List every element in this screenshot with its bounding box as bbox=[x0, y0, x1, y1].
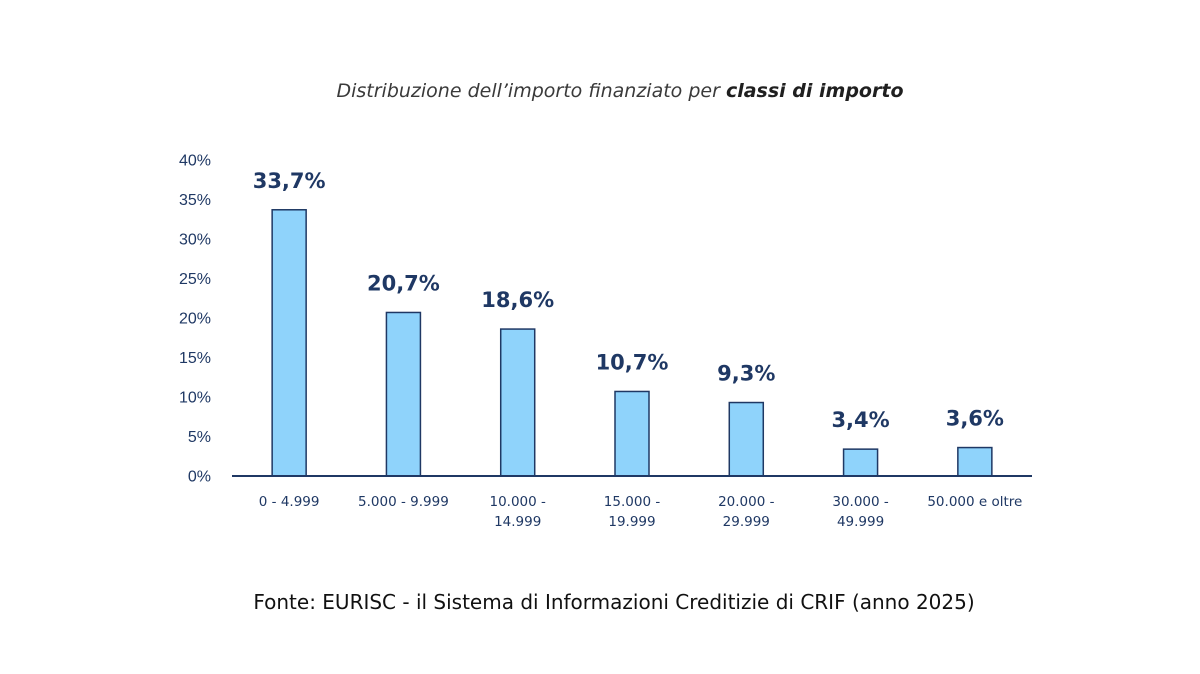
x-tick-label-line: 49.999 bbox=[837, 514, 884, 530]
bar bbox=[499, 328, 536, 477]
data-label: 20,7% bbox=[367, 271, 440, 295]
x-tick-label-line: 50.000 e oltre bbox=[927, 494, 1022, 510]
source-note: Fonte: EURISC - il Sistema di Informazio… bbox=[253, 590, 974, 614]
y-tick-label: 35% bbox=[179, 192, 211, 209]
x-tick-label: 50.000 e oltre bbox=[927, 494, 1022, 510]
data-label: 33,7% bbox=[253, 169, 326, 193]
data-label: 18,6% bbox=[481, 288, 554, 312]
bar bbox=[385, 311, 422, 477]
x-tick-label-line: 29.999 bbox=[723, 514, 770, 530]
x-tick-label-line: 15.000 - bbox=[604, 494, 661, 510]
chart-title-bold: classi di importo bbox=[726, 80, 904, 102]
bar bbox=[842, 448, 879, 477]
chart-title: Distribuzione dell’importo finanziato pe… bbox=[336, 80, 903, 102]
data-label: 9,3% bbox=[717, 362, 775, 386]
x-axis: 0 - 4.999 5.000 - 9.999 10.000 - 14.999 15.0… bbox=[232, 475, 1032, 530]
data-label: 3,4% bbox=[831, 408, 889, 432]
data-label: 3,6% bbox=[946, 407, 1004, 431]
x-tick-label-line: 19.999 bbox=[608, 514, 655, 530]
y-tick-label: 5% bbox=[188, 429, 211, 446]
y-tick-label: 15% bbox=[179, 350, 211, 367]
bar bbox=[271, 209, 307, 477]
x-tick-label-line: 30.000 - bbox=[832, 494, 889, 510]
y-tick-label: 30% bbox=[179, 232, 211, 249]
y-tick-label: 25% bbox=[179, 271, 211, 288]
x-tick-label-line: 14.999 bbox=[494, 514, 541, 530]
y-tick-label: 20% bbox=[179, 311, 211, 328]
x-tick-label: 20.000 - 29.999 bbox=[718, 494, 775, 530]
data-label: 10,7% bbox=[596, 350, 669, 374]
chart-title-regular: Distribuzione dell’importo finanziato pe… bbox=[336, 80, 725, 102]
x-tick-label: 15.000 - 19.999 bbox=[604, 494, 661, 530]
y-axis: 0% 5% 10% 15% 20% 25% 30% 35% 40% bbox=[179, 153, 211, 486]
bar bbox=[957, 446, 993, 477]
y-tick-label: 40% bbox=[179, 153, 211, 170]
y-tick-label: 0% bbox=[188, 469, 211, 486]
bar bbox=[728, 401, 765, 477]
bar bbox=[614, 390, 650, 477]
x-tick-label: 10.000 - 14.999 bbox=[490, 494, 547, 530]
x-tick-label: 30.000 - 49.999 bbox=[832, 494, 889, 530]
x-tick-label: 0 - 4.999 bbox=[259, 494, 320, 510]
x-tick-label: 5.000 - 9.999 bbox=[358, 494, 449, 510]
y-tick-label: 10% bbox=[179, 390, 211, 407]
x-tick-label-line: 10.000 - bbox=[490, 494, 547, 510]
x-tick-label-line: 0 - 4.999 bbox=[259, 494, 320, 510]
bars: 33,7% 20,7% 18,6% 10,7% 9,3% 3,4% 3,6% bbox=[253, 169, 1004, 477]
x-tick-label-line: 20.000 - bbox=[718, 494, 775, 510]
x-tick-label-line: 5.000 - 9.999 bbox=[358, 494, 449, 510]
